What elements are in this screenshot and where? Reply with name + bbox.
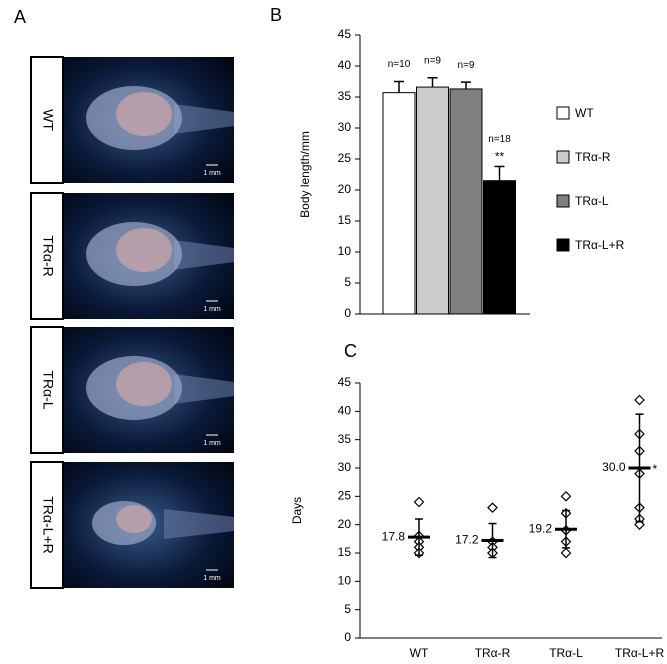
point bbox=[413, 496, 425, 508]
tail bbox=[174, 240, 234, 270]
mean-label: 17.2 bbox=[455, 533, 479, 547]
image-label: TRα-L+R bbox=[40, 496, 56, 554]
body bbox=[116, 228, 172, 272]
x-tick-label: TRα-R bbox=[475, 646, 511, 659]
body bbox=[116, 362, 172, 406]
significance: * bbox=[653, 462, 658, 476]
scale-label: 1 mm bbox=[203, 575, 221, 582]
bar bbox=[382, 92, 416, 315]
y-tick-label: 15 bbox=[338, 213, 352, 227]
tail bbox=[164, 509, 234, 539]
y-tick-label: 35 bbox=[338, 89, 352, 103]
y-tick-label: 25 bbox=[338, 151, 352, 165]
y-tick-label: 0 bbox=[344, 306, 351, 320]
bar bbox=[416, 86, 449, 315]
legend-label: TRα-L bbox=[575, 194, 609, 208]
y-tick-label: 25 bbox=[338, 489, 352, 503]
y-axis-title: Body length/mm bbox=[298, 131, 312, 218]
y-tick-label: 30 bbox=[338, 120, 352, 134]
y-tick-label: 45 bbox=[338, 375, 352, 389]
y-tick-label: 10 bbox=[338, 244, 352, 258]
panel-label: A bbox=[14, 7, 26, 27]
n-label: n=9 bbox=[458, 60, 475, 71]
label-box bbox=[30, 326, 64, 454]
x-tick-label: TRα-L bbox=[549, 646, 583, 659]
scale-label: 1 mm bbox=[203, 440, 221, 447]
panel-label: C bbox=[344, 341, 357, 361]
scale-label: 1 mm bbox=[203, 306, 221, 313]
image-label: TRα-L bbox=[40, 370, 56, 409]
y-tick-label: 10 bbox=[338, 574, 352, 588]
mean-label: 17.8 bbox=[382, 529, 406, 543]
y-tick-label: 35 bbox=[338, 432, 352, 446]
y-tick-label: 20 bbox=[338, 182, 352, 196]
image-label: TRα-R bbox=[40, 235, 56, 277]
y-tick-label: 5 bbox=[344, 275, 351, 289]
legend-label: TRα-L+R bbox=[575, 238, 625, 252]
point bbox=[487, 502, 498, 514]
body bbox=[116, 92, 172, 136]
n-label: n=9 bbox=[424, 55, 441, 66]
label-box bbox=[30, 461, 64, 589]
mean-label: 30.0 bbox=[602, 460, 626, 474]
y-tick-label: 5 bbox=[344, 602, 351, 616]
n-label: n=18 bbox=[488, 134, 511, 145]
legend-label: WT bbox=[575, 106, 594, 120]
y-tick-label: 40 bbox=[338, 404, 352, 418]
point bbox=[560, 490, 572, 502]
significance: ** bbox=[495, 150, 505, 164]
n-label: n=10 bbox=[388, 59, 411, 70]
y-tick-label: 45 bbox=[338, 27, 352, 41]
point bbox=[560, 547, 572, 559]
panel-label: B bbox=[270, 5, 282, 25]
scale-label: 1 mm bbox=[203, 170, 221, 177]
bar bbox=[449, 88, 483, 315]
y-tick-label: 0 bbox=[344, 630, 351, 644]
bar bbox=[483, 180, 516, 315]
label-box bbox=[30, 192, 64, 320]
y-axis-title: Days bbox=[290, 497, 304, 524]
legend-swatch bbox=[556, 238, 570, 252]
y-tick-label: 40 bbox=[338, 58, 352, 72]
mean-label: 19.2 bbox=[529, 521, 553, 535]
legend-swatch bbox=[556, 150, 570, 164]
legend-swatch bbox=[556, 106, 570, 120]
tail bbox=[174, 104, 234, 134]
y-tick-label: 15 bbox=[338, 545, 352, 559]
x-tick-label: WT bbox=[410, 646, 429, 659]
y-tick-label: 20 bbox=[338, 517, 352, 531]
legend-label: TRα-R bbox=[575, 150, 611, 164]
x-tick-label: TRα-L+R bbox=[615, 646, 665, 659]
tail bbox=[174, 374, 234, 404]
y-tick-label: 30 bbox=[338, 460, 352, 474]
image-label: WT bbox=[40, 109, 56, 131]
body bbox=[116, 505, 152, 533]
label-box bbox=[30, 56, 64, 184]
legend-swatch bbox=[556, 194, 570, 208]
point bbox=[634, 394, 645, 406]
